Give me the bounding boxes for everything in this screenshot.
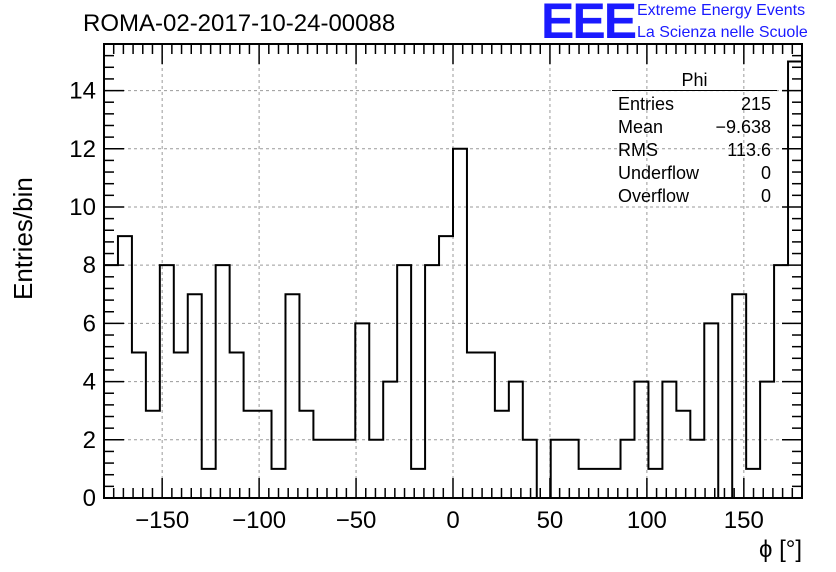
x-tick-label: −50 [336, 507, 377, 534]
histogram-bin [188, 294, 202, 498]
histogram-bin [369, 440, 383, 498]
y-tick-label: 2 [83, 427, 96, 454]
histogram-bin [439, 236, 453, 498]
stats-row-rms: RMS 113.6 [612, 139, 777, 162]
histogram-bin [788, 61, 802, 498]
histogram-bin [676, 411, 690, 498]
histogram-bin [132, 352, 146, 498]
histogram-bin [244, 411, 258, 498]
histogram-bin [648, 469, 662, 498]
stats-value: 0 [760, 163, 771, 183]
histogram-bin [397, 265, 411, 498]
stats-value: 215 [740, 94, 771, 114]
histogram-bin [285, 294, 299, 498]
histogram-outline [103, 60, 803, 499]
logo-mark: EEE [541, 0, 637, 49]
histogram-bin [732, 294, 746, 498]
x-tick-label: 0 [446, 507, 459, 534]
histogram-bin [313, 440, 327, 498]
histogram-bin [760, 382, 774, 498]
stats-value: −9.638 [715, 117, 771, 137]
logo-line-2: La Scienza nelle Scuole [637, 24, 808, 41]
stats-row-underflow: Underflow 0 [612, 162, 777, 185]
stats-title: Phi [612, 70, 777, 91]
histogram-bin [467, 352, 481, 498]
y-tick-label: 6 [83, 310, 96, 337]
histogram-bin [174, 352, 188, 498]
y-tick-label: 8 [83, 252, 96, 279]
stats-label: RMS [618, 140, 658, 160]
histogram-bin [425, 265, 439, 498]
histogram-bin [453, 149, 467, 498]
y-tick-label: 4 [83, 369, 96, 396]
axis-layer: 0 2 4 6 8 10 12 14 −150 −100 −50 0 50 100 150 [69, 43, 803, 534]
histogram-bin [160, 265, 174, 498]
histogram-bin [579, 469, 593, 498]
histogram-bin [146, 411, 160, 498]
plot-title: ROMA-02-2017-10-24-00088 [83, 10, 396, 37]
histogram-bin [523, 440, 537, 498]
x-tick-label: −150 [135, 507, 189, 534]
y-axis-label: Entries/bin [8, 177, 38, 300]
histogram-bin [118, 236, 132, 498]
stats-value: 113.6 [727, 140, 771, 160]
x-tick-label: 50 [537, 507, 564, 534]
logo-line-1: Extreme Energy Events [637, 2, 806, 19]
histogram-bin [495, 411, 509, 498]
histogram-bin [593, 469, 607, 498]
histogram-bin [230, 352, 244, 498]
y-tick-label: 14 [69, 78, 96, 105]
x-tick-label: −100 [232, 507, 286, 534]
y-tick-label: 12 [69, 136, 96, 163]
x-tick-label: 100 [627, 507, 667, 534]
y-tick-label: 0 [83, 485, 96, 512]
histogram-bin [690, 440, 704, 498]
stats-label: Entries [618, 94, 675, 114]
stats-box: Phi Entries 215 Mean −9.638 RMS 113.6 Un… [612, 70, 777, 208]
histogram-bin [216, 265, 230, 498]
histogram-bin [704, 323, 718, 498]
histogram-layer [103, 60, 803, 499]
histogram-bin [383, 382, 397, 498]
stats-label: Underflow [618, 163, 700, 183]
histogram-bin [509, 382, 523, 498]
stats-label: Mean [618, 117, 664, 137]
histogram-bin [299, 411, 313, 498]
x-tick-label: 150 [724, 507, 764, 534]
x-axis-label: ϕ [°] [758, 536, 802, 563]
histogram-bin [327, 440, 341, 498]
y-tick-label: 10 [69, 194, 96, 221]
stats-row-mean: Mean −9.638 [612, 116, 777, 139]
stats-value: 0 [760, 186, 771, 206]
histogram-bin [355, 323, 369, 498]
stats-row-entries: Entries 215 [612, 93, 777, 116]
histogram-bin [551, 440, 565, 498]
histogram-bin [341, 440, 355, 498]
stats-row-overflow: Overflow 0 [612, 185, 777, 208]
histogram-bin [202, 469, 216, 498]
histogram-bin [481, 352, 495, 498]
histogram-bin [411, 469, 425, 498]
histogram-bin [662, 382, 676, 498]
stats-label: Overflow [618, 186, 690, 206]
histogram-bin [565, 440, 579, 498]
